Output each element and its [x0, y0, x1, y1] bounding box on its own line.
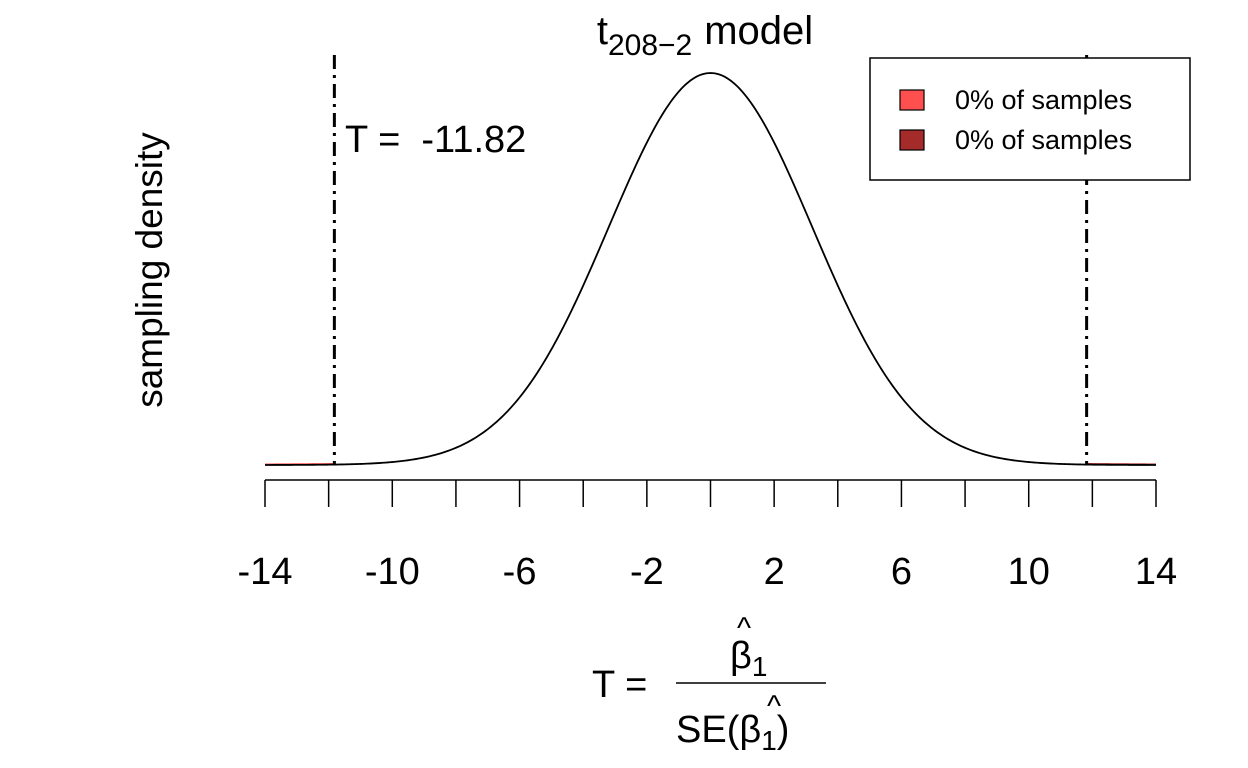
x-axis: -14 -10 -6 -2 2 6 10 14 [238, 479, 1178, 593]
x-label-denominator-hat: ^ [767, 690, 781, 723]
legend-swatch-left [899, 89, 925, 111]
x-tick-label: -14 [238, 551, 293, 593]
x-tick-label: -2 [630, 551, 664, 593]
title-suffix: model [704, 9, 813, 53]
x-tick-label: 2 [764, 551, 785, 593]
y-axis-label: sampling density [129, 132, 170, 408]
x-label-numerator: β1 [730, 635, 767, 682]
x-label-numerator-sub: 1 [752, 651, 768, 682]
x-label-denominator-beta: β [739, 709, 761, 751]
x-label-denominator-prefix: SE( [676, 709, 740, 751]
x-tick-label: -10 [365, 551, 420, 593]
x-tick-label: 10 [1008, 551, 1050, 593]
observed-t-annotation: T = -11.82 [345, 119, 526, 161]
x-axis-label: T = ^ β1 ^ SE(β1) [592, 612, 826, 756]
title-subscript: 208−2 [608, 29, 692, 62]
legend-box [869, 57, 1191, 181]
title-main: t [597, 9, 608, 53]
chart-title: t208−2 model [597, 9, 813, 62]
x-axis-ticks [264, 480, 1157, 507]
legend-label-left: 0% of samples [955, 85, 1132, 115]
x-label-denominator-suffix: ) [777, 709, 790, 751]
x-label-prefix: T = [592, 664, 647, 706]
x-label-denominator: SE(β1) [676, 709, 789, 756]
density-curve [265, 72, 1156, 466]
legend-swatch-right [899, 129, 925, 151]
legend-label-right: 0% of samples [955, 125, 1132, 155]
legend: 0% of samples 0% of samples [869, 57, 1191, 181]
x-axis-tick-labels: -14 -10 -6 -2 2 6 10 14 [238, 551, 1178, 593]
x-tick-label: -6 [503, 551, 537, 593]
x-label-numerator-hat: ^ [737, 612, 751, 645]
x-tick-label: 14 [1135, 551, 1177, 593]
x-tick-label: 6 [891, 551, 912, 593]
x-label-denominator-sub: 1 [761, 725, 777, 756]
x-label-numerator-beta: β [730, 635, 752, 677]
